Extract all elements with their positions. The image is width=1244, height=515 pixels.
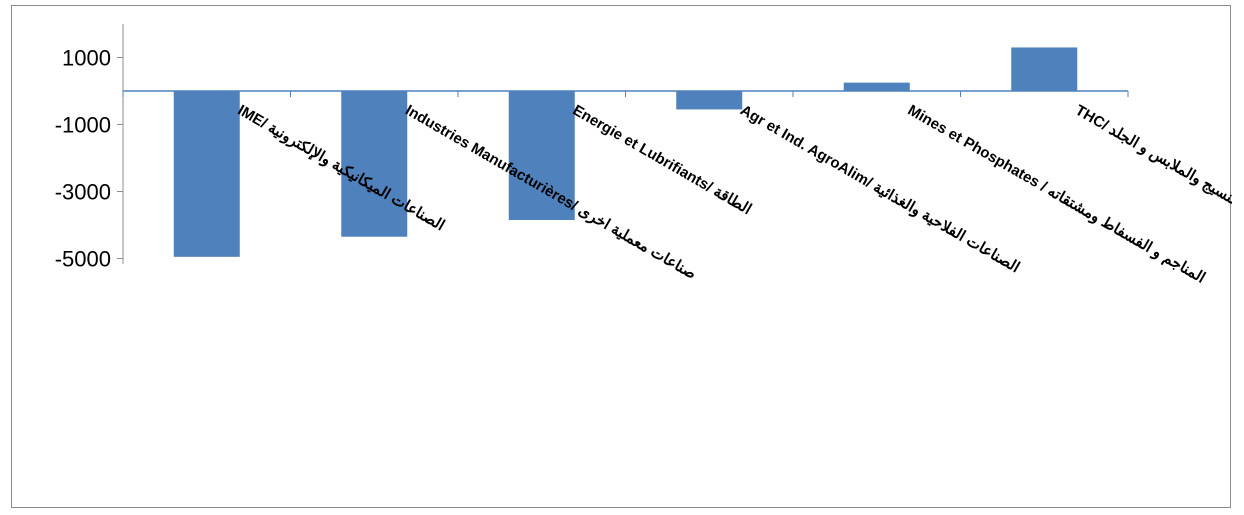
y-tick-label: -3000 [55, 180, 111, 205]
y-tick-label: 1000 [62, 46, 111, 71]
bar [173, 91, 240, 257]
bar [676, 91, 743, 110]
bars [173, 47, 1078, 257]
x-tick-label: Agr et Ind. AgroAlim/ الصناعات الفلاحية … [737, 102, 1022, 277]
x-tick-label: Mines et Phosphates / المناجم و الفسفاط … [905, 102, 1208, 287]
bar [508, 91, 575, 220]
chart-area: 1000 -1000 -3000 -5000 IME/ الصناعات الميكا… [11, 5, 1232, 508]
bar-chart: 1000 -1000 -3000 -5000 IME/ الصناعات الميكا… [55, 24, 1232, 287]
bar [843, 82, 910, 91]
x-tick-label: Energie et Lubrifiants/ الطاقة [570, 102, 755, 218]
y-tick-label: -1000 [55, 113, 111, 138]
x-tick-label: THC/ النسيج والملابس و الجلد [1072, 102, 1232, 211]
y-tick-label: -5000 [55, 247, 111, 272]
bar [1011, 47, 1078, 91]
bar [341, 91, 408, 237]
x-axis: IME/ الصناعات الميكانيكية والإلكترونيةIn… [122, 90, 1232, 287]
y-axis: 1000 -1000 -3000 -5000 [55, 24, 124, 272]
